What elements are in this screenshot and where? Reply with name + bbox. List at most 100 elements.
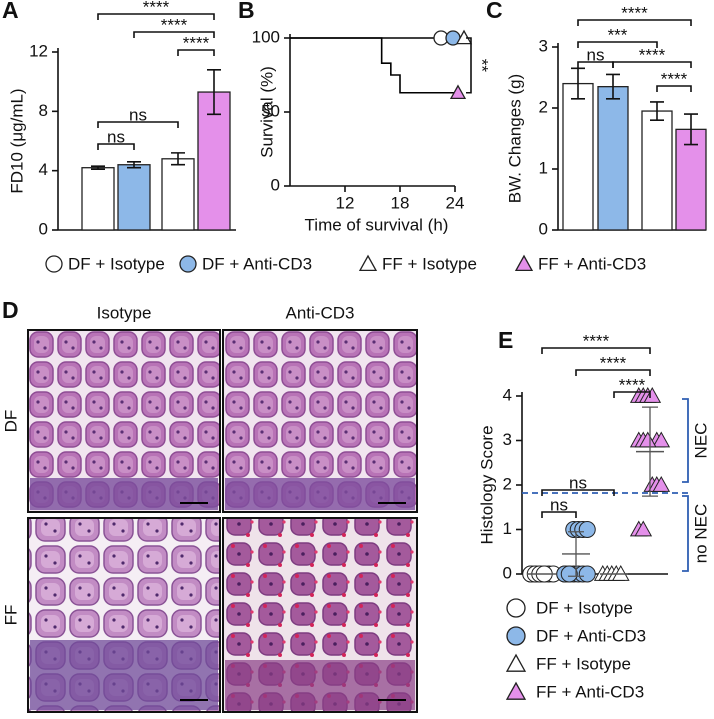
crypt-layer (30, 478, 218, 510)
bar (562, 82, 594, 231)
error-bar (127, 160, 141, 169)
y-axis-label: Histology Score (477, 425, 496, 544)
legend-marker (514, 254, 534, 272)
marker (578, 565, 596, 583)
error-bar (684, 113, 698, 146)
legend-label: DF + Anti-CD3 (202, 254, 312, 273)
significance-bracket (575, 369, 651, 376)
y-tick-label: 4 (503, 385, 512, 404)
significance-bracket (97, 13, 215, 20)
significance-bracket (97, 143, 135, 150)
region-bracket (682, 495, 689, 572)
legend-marker (358, 254, 378, 272)
marker (638, 431, 657, 448)
marker (634, 520, 653, 537)
crypt-layer (30, 640, 218, 710)
x-tick-label: 12 (336, 193, 355, 212)
legend-label: DF + Isotype (68, 254, 165, 273)
significance-bracket (541, 511, 577, 518)
significance-label: **** (619, 375, 646, 394)
y-tick-label: 0 (39, 219, 48, 238)
marker (449, 84, 467, 100)
bar (81, 167, 115, 231)
legend-label: FF + Anti-CD3 (538, 254, 646, 273)
marker (560, 565, 578, 583)
panel-letter: A (2, 0, 19, 23)
significance-label: **** (161, 15, 188, 34)
legend-label: FF + Anti-CD3 (536, 682, 644, 701)
significance-label: ns (129, 105, 147, 124)
significance-bracket (133, 31, 215, 38)
y-tick-label: 100 (252, 27, 280, 46)
y-tick-label: 50 (261, 101, 280, 120)
legend-marker (506, 598, 526, 618)
significance-bracket (577, 41, 658, 48)
significance-label: **** (661, 69, 688, 88)
y-axis-label: Survival (%) (257, 66, 276, 158)
error-bar (650, 101, 664, 121)
bar (161, 158, 195, 231)
y-tick-label: 0 (539, 219, 548, 238)
marker (652, 475, 671, 492)
y-tick-label: 1 (539, 158, 548, 177)
y-tick-label: 2 (503, 474, 512, 493)
significance-bracket (466, 37, 472, 94)
error-bar (606, 73, 620, 100)
significance-bracket (656, 85, 692, 92)
y-tick-label: 4 (39, 160, 48, 179)
legend-marker (179, 255, 197, 273)
column-label: Isotype (97, 303, 152, 322)
significance-label: **** (600, 353, 627, 372)
marker (652, 431, 671, 448)
error-bar (568, 531, 584, 577)
error-bar (642, 406, 658, 497)
y-tick-label: 12 (29, 41, 48, 60)
marker (578, 521, 596, 538)
legend-label: DF + Anti-CD3 (536, 626, 646, 645)
error-bar (207, 69, 221, 116)
crypt-layer (225, 478, 415, 510)
significance-bracket (612, 61, 692, 68)
column-label: Anti-CD3 (286, 303, 355, 322)
row-label: FF (1, 605, 20, 626)
bar (641, 110, 673, 231)
significance-bracket (577, 19, 692, 26)
significance-label: ns (550, 495, 568, 514)
panel-letter: E (498, 327, 513, 353)
panel-letter: D (2, 297, 19, 323)
y-axis-label: BW. Changes (g) (505, 74, 524, 203)
significance-label: ns (107, 127, 125, 146)
y-tick-label: 1 (503, 519, 512, 538)
y-axis-label: FD10 (μg/mL) (7, 88, 26, 193)
legend-label: FF + Isotype (536, 654, 631, 673)
panel-letter: B (238, 0, 255, 23)
significance-label: ** (473, 59, 492, 73)
significance-bracket (613, 391, 651, 398)
survival-line (290, 37, 455, 94)
significance-label: **** (621, 3, 648, 22)
significance-bracket (97, 121, 179, 128)
region-label: NEC (691, 423, 710, 459)
bar (597, 86, 629, 231)
x-tick-label: 18 (391, 193, 410, 212)
significance-label: **** (183, 33, 210, 52)
legend-marker (506, 626, 526, 646)
significance-label: **** (583, 331, 610, 350)
significance-label: **** (639, 45, 666, 64)
significance-bracket (541, 347, 651, 354)
significance-label: ns (587, 45, 605, 64)
bar (675, 128, 707, 231)
significance-label: *** (608, 25, 628, 44)
histology-panel: D Isotype Anti-CD3 DF FF (1, 297, 418, 713)
y-tick-label: 2 (539, 97, 548, 116)
significance-bracket (541, 489, 615, 496)
panel-letter: C (486, 0, 503, 23)
significance-bracket (177, 49, 215, 56)
significance-label: **** (143, 0, 170, 16)
marker (643, 386, 662, 403)
region-label: no NEC (691, 504, 710, 564)
y-tick-label: 0 (503, 563, 512, 582)
y-tick-label: 0 (271, 175, 280, 194)
legend-label: DF + Isotype (536, 598, 633, 617)
